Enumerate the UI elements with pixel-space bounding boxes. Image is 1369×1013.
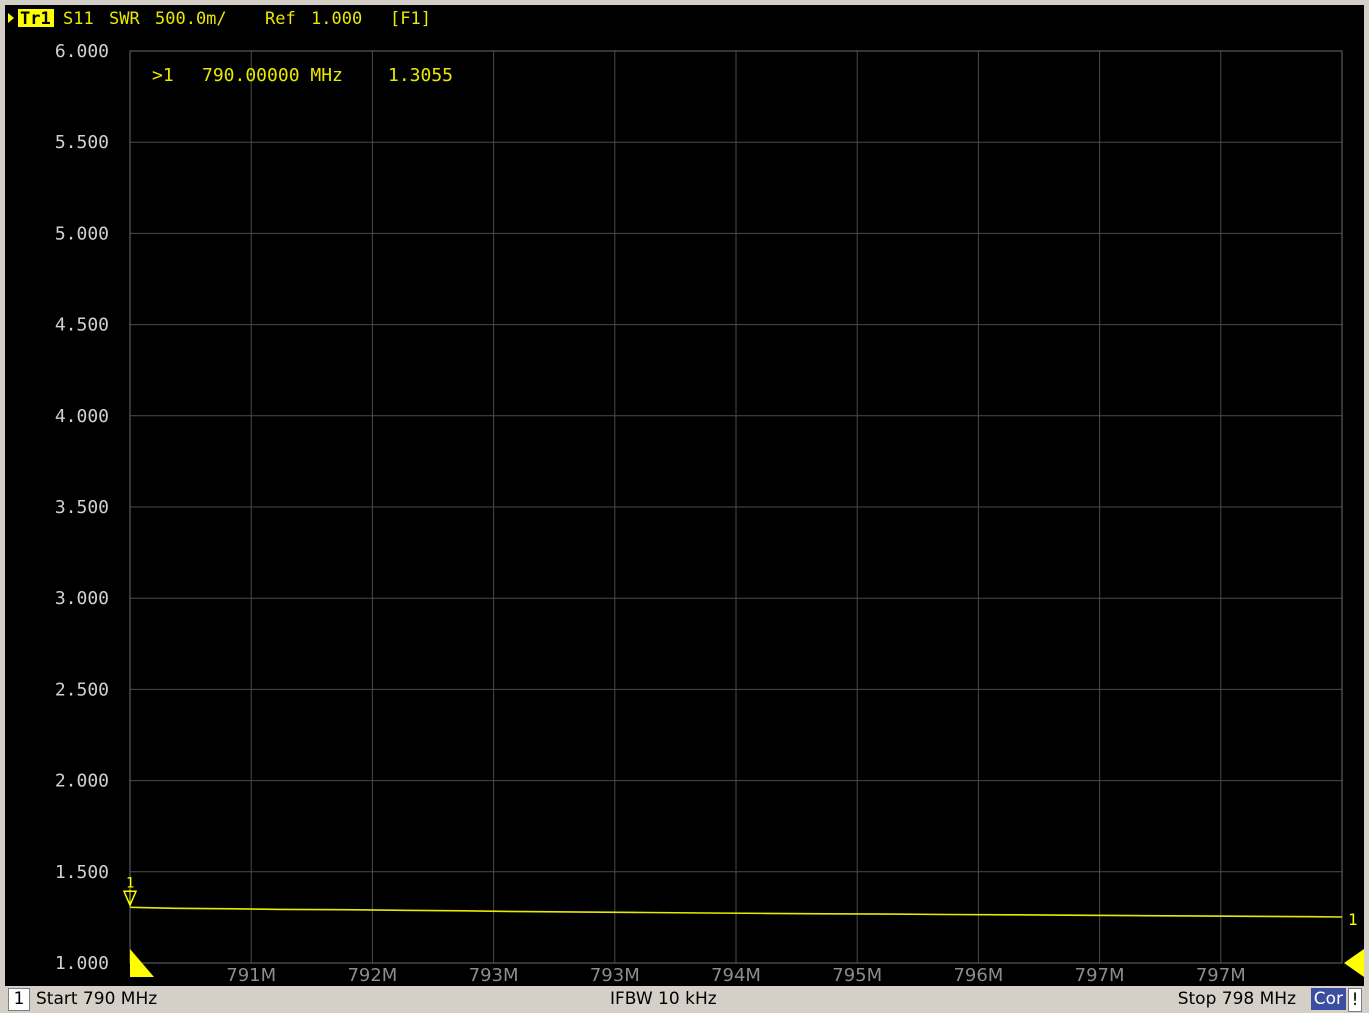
y-tick-label: 6.000 <box>55 41 109 62</box>
marker-readout-id: >1 <box>152 65 174 86</box>
marker-layer: 11 <box>122 875 1364 977</box>
x-tick-label: 797M <box>1075 965 1125 986</box>
warning-badge: ! <box>1348 988 1362 1012</box>
y-tick-label: 3.500 <box>55 497 109 518</box>
marker-readout-value: 1.3055 <box>388 65 453 86</box>
trace-parameter[interactable]: S11 <box>63 9 94 29</box>
status-bar: 1 Start 790 MHz IFBW 10 kHz Stop 798 MHz… <box>5 986 1364 1013</box>
trace-function-key: [F1] <box>390 9 431 29</box>
start-indicator-icon <box>130 949 154 977</box>
x-tick-label: 793M <box>590 965 640 986</box>
y-tick-label: 3.000 <box>55 588 109 609</box>
x-tick-label: 796M <box>953 965 1003 986</box>
stop-indicator-icon <box>1344 949 1364 977</box>
x-tick-label: 797M <box>1196 965 1246 986</box>
y-tick-label: 4.000 <box>55 406 109 427</box>
y-tick-label: 5.500 <box>55 132 109 153</box>
trace-ref-value[interactable]: 1.000 <box>311 9 362 29</box>
x-tick-label: 792M <box>347 965 397 986</box>
x-axis-ticks: 791M 792M 793M 793M 794M 795M 796M 797M 797M <box>226 965 1245 986</box>
trace-layer <box>129 906 1343 918</box>
x-tick-label: 791M <box>226 965 276 986</box>
correction-badge[interactable]: Cor <box>1310 988 1346 1010</box>
x-tick-label: 794M <box>711 965 761 986</box>
marker-flag-label: 1 <box>126 875 134 891</box>
trace-scale[interactable]: 500.0m/ <box>155 9 227 29</box>
x-tick-label: 793M <box>469 965 519 986</box>
x-tick-label: 795M <box>832 965 882 986</box>
grid <box>129 50 1343 964</box>
trace-header[interactable]: Tr1 S11 SWR 500.0m/ Ref 1.000 [F1] <box>8 9 431 29</box>
trace-end-label: 1 <box>1348 910 1358 929</box>
y-tick-label: 2.000 <box>55 771 109 792</box>
analyzer-window: 1.000 1.500 2.000 2.500 3.000 3.500 4.000 4.500… <box>5 5 1364 986</box>
trace-id-label: Tr1 <box>20 9 51 29</box>
ifbw-setting[interactable]: IFBW 10 kHz <box>610 989 717 1009</box>
marker-readout-frequency: 790.00000 MHz <box>202 65 343 86</box>
trace-ref-label: Ref <box>265 9 296 29</box>
y-tick-label: 4.500 <box>55 315 109 336</box>
trace-line <box>129 906 1343 918</box>
y-tick-label: 2.500 <box>55 679 109 700</box>
y-tick-label: 1.000 <box>55 953 109 974</box>
plot-area[interactable]: 1.000 1.500 2.000 2.500 3.000 3.500 4.000 4.500… <box>5 5 1364 986</box>
start-frequency[interactable]: Start 790 MHz <box>36 989 158 1009</box>
trace-format[interactable]: SWR <box>109 9 140 29</box>
y-tick-label: 1.500 <box>55 862 109 883</box>
y-axis-ticks: 1.000 1.500 2.000 2.500 3.000 3.500 4.000 4.500… <box>55 41 109 974</box>
y-tick-label: 5.000 <box>55 223 109 244</box>
stop-frequency[interactable]: Stop 798 MHz <box>1177 989 1296 1009</box>
trace-id-badge[interactable] <box>18 9 54 27</box>
channel-number[interactable]: 1 <box>8 988 30 1011</box>
marker-readout: >1 790.00000 MHz 1.3055 <box>152 65 453 86</box>
active-trace-arrow-icon <box>8 13 14 23</box>
plot-frame <box>129 50 1343 964</box>
